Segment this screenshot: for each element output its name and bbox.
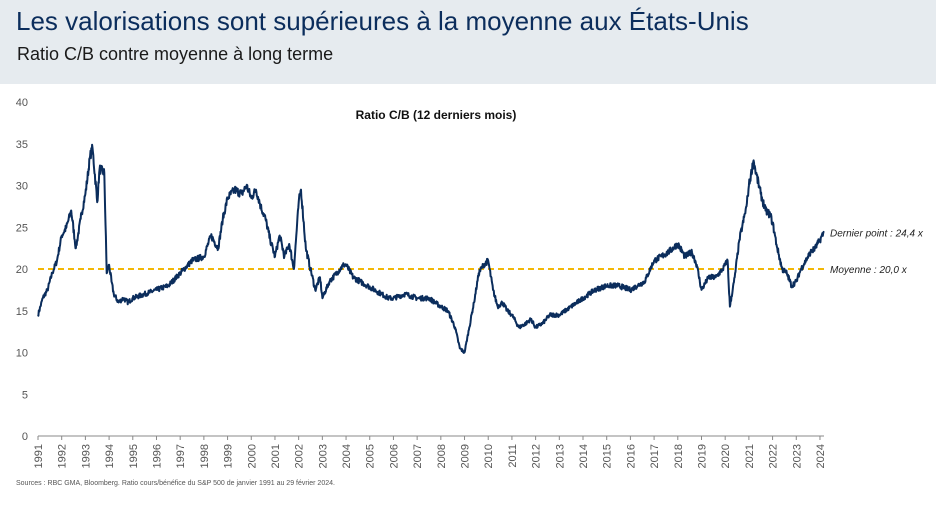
annotations: Dernier point : 24,4 x Moyenne : 20,0 x (830, 228, 924, 276)
x-tick-label: 2002 (294, 444, 306, 468)
page-subtitle: Ratio C/B contre moyenne à long terme (17, 44, 334, 64)
y-tick-label: 25 (16, 222, 28, 234)
x-tick-label: 2007 (412, 444, 424, 468)
x-tick-label: 2022 (768, 444, 780, 468)
x-tick-label: 2021 (744, 444, 756, 468)
x-tick-label: 1994 (104, 444, 116, 468)
x-tick-label: 2005 (365, 444, 377, 468)
y-tick-label: 40 (16, 97, 28, 109)
pe-ratio-chart: Ratio C/B (12 derniers mois) 0 5 10 15 20 25 3… (16, 97, 924, 468)
header-band: Les valorisations sont supérieures à la … (0, 0, 936, 84)
x-tick-label: 2010 (483, 444, 495, 468)
x-tick-label: 2017 (649, 444, 661, 468)
x-tick-label: 1991 (33, 444, 45, 468)
x-tick-label: 2000 (246, 444, 258, 468)
x-tick-label: 1999 (223, 444, 235, 468)
x-tick-label: 2019 (696, 444, 708, 468)
x-tick-label: 1993 (80, 444, 92, 468)
x-tick-label: 2004 (341, 444, 353, 468)
annotation-average: Moyenne : 20,0 x (830, 265, 908, 276)
page-title: Les valorisations sont supérieures à la … (16, 6, 749, 36)
x-tick-label: 1992 (57, 444, 69, 468)
y-tick-label: 5 (22, 389, 28, 401)
x-tick-label: 2024 (815, 444, 827, 468)
x-tick-label: 2006 (388, 444, 400, 468)
x-tick-label: 2018 (673, 444, 685, 468)
pe-ratio-series-line (37, 143, 825, 354)
chart-title: Ratio C/B (12 derniers mois) (356, 108, 517, 122)
x-tick-label: 2008 (436, 444, 448, 468)
x-axis: 1991 1992 1993 1994 1995 1996 1997 1998 1999 2000… (33, 435, 827, 468)
x-tick-label: 2013 (554, 444, 566, 468)
x-tick-label: 2020 (720, 444, 732, 468)
x-tick-label: 1995 (128, 444, 140, 468)
x-tick-label: 2001 (270, 444, 282, 468)
plot-area (37, 143, 825, 354)
y-tick-label: 35 (16, 139, 28, 151)
y-tick-label: 30 (16, 181, 28, 193)
x-tick-label: 2009 (460, 444, 472, 468)
x-tick-label: 2011 (507, 444, 519, 468)
x-tick-label: 2014 (578, 444, 590, 468)
x-tick-label: 2016 (625, 444, 637, 468)
y-axis: 0 5 10 15 20 25 30 35 40 (16, 97, 28, 443)
x-tick-label: 1997 (175, 444, 187, 468)
y-tick-label: 0 (22, 431, 28, 443)
x-tick-label: 2003 (317, 444, 329, 468)
x-tick-label: 2012 (531, 444, 543, 468)
x-tick-label: 2015 (602, 444, 614, 468)
source-note: Sources : RBC GMA, Bloomberg. Ratio cour… (16, 480, 335, 487)
y-tick-label: 15 (16, 306, 28, 318)
annotation-last-point: Dernier point : 24,4 x (830, 228, 924, 239)
x-tick-label: 2023 (791, 444, 803, 468)
x-tick-label: 1998 (199, 444, 211, 468)
y-tick-label: 20 (16, 264, 28, 276)
y-tick-label: 10 (16, 348, 28, 360)
x-tick-label: 1996 (151, 444, 163, 468)
